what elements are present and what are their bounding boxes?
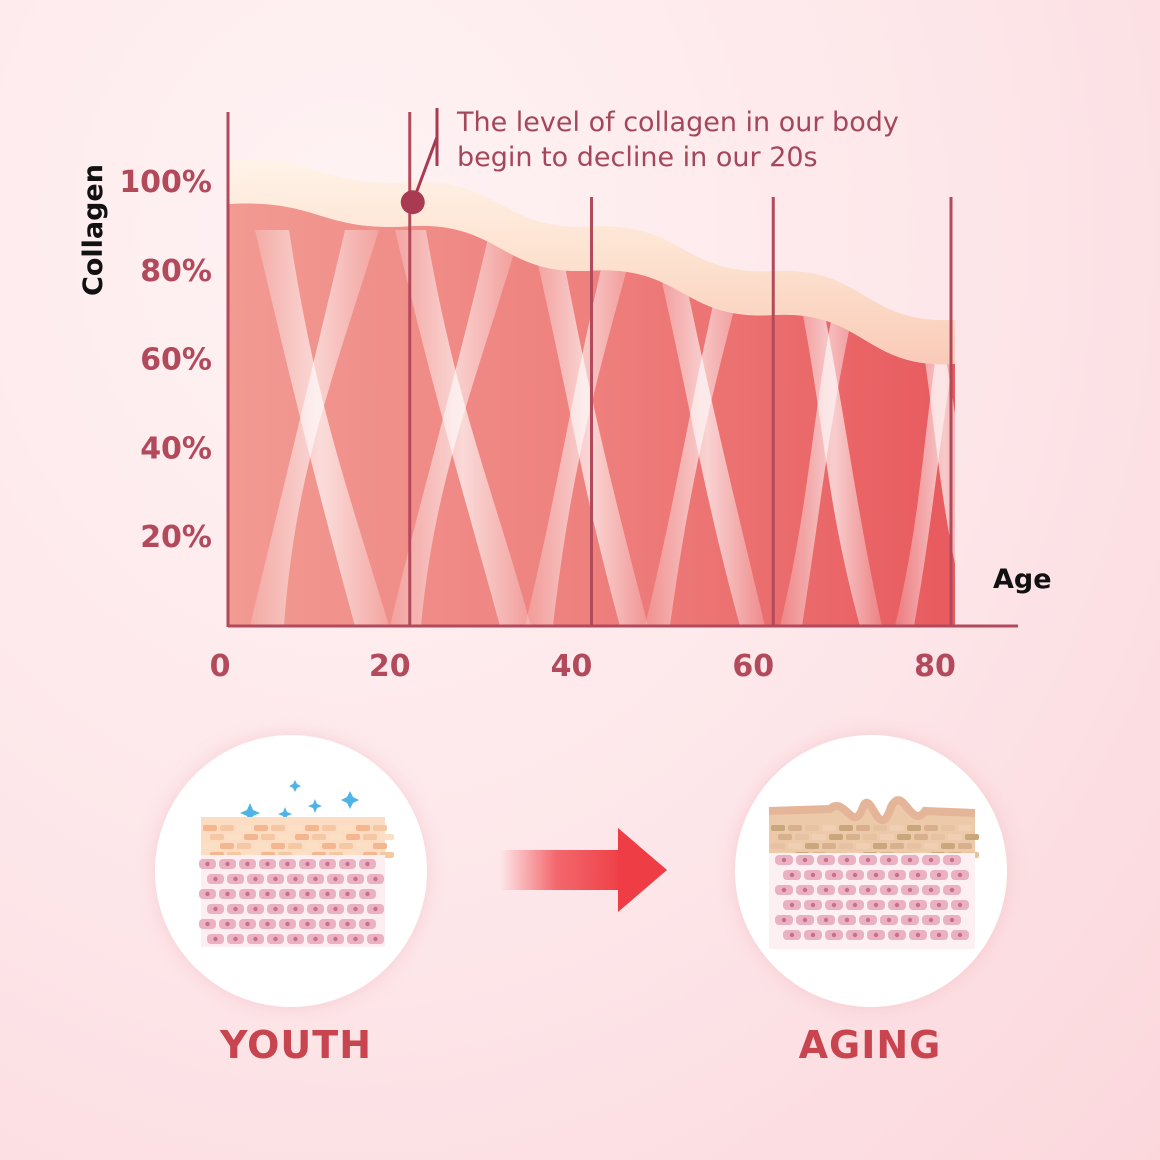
collagen-fiber (390, 230, 521, 626)
healthy-skin-layers-icon (199, 780, 394, 947)
aging-skin-circle (735, 735, 1007, 1007)
x-tick-label-60: 60 (732, 649, 774, 684)
x-tick-label-40: 40 (551, 649, 593, 684)
collagen-fiber (530, 230, 648, 626)
x-tick-label-0: 0 (210, 649, 231, 684)
y-tick-labels: 20% 40% 60% 80% 100% (119, 165, 212, 555)
y-tick-label-80pct: 80% (140, 254, 212, 289)
collagen-fiber (250, 230, 379, 626)
y-tick-label-20pct: 20% (140, 520, 212, 555)
y-tick-label-60pct: 60% (140, 343, 212, 378)
decline-annotation: The level of collagen in our body begin … (400, 107, 899, 215)
collagen-fiber (650, 230, 765, 626)
collagen-fiber (895, 230, 955, 626)
collagen-fibers (250, 230, 955, 626)
collagen-fiber (785, 230, 882, 626)
youth-label: YOUTH (219, 1023, 373, 1067)
x-tick-label-80: 80 (914, 649, 956, 684)
y-tick-label-100pct: 100% (119, 165, 212, 200)
y-tick-label-40pct: 40% (140, 431, 212, 466)
collagen-fiber (255, 230, 389, 626)
youth-skin-circle (155, 735, 427, 1007)
annotation-line-1: The level of collagen in our body (456, 107, 899, 138)
y-axis-title: Collagen (78, 164, 109, 296)
x-axis-title: Age (993, 564, 1052, 595)
annotation-line-2: begin to decline in our 20s (457, 142, 818, 173)
aging-label: AGING (798, 1023, 942, 1067)
collagen-fiber (395, 230, 531, 626)
x-tick-label-20: 20 (369, 649, 411, 684)
right-arrow-icon (500, 828, 667, 912)
collagen-fiber (525, 230, 638, 626)
annotation-marker (400, 190, 425, 215)
collagen-fiber (645, 230, 755, 626)
wrinkled-skin-layers-icon (768, 796, 979, 949)
x-tick-labels: 0 20 40 60 80 (210, 649, 956, 684)
